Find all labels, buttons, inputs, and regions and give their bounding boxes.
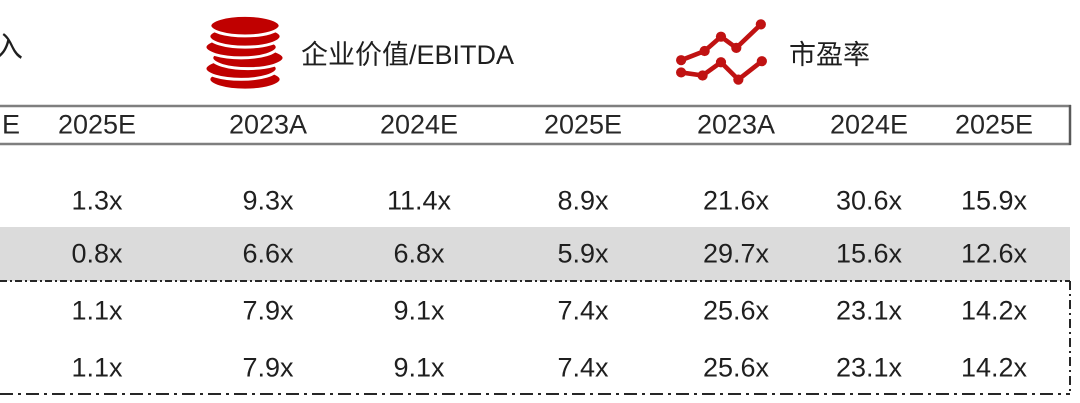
table-cell: 1.1x [71, 352, 123, 382]
column-header-2024e: 2024E [829, 109, 909, 140]
table-cell: 1.3x [71, 185, 123, 215]
table-cell: 15.6x [835, 238, 903, 269]
table-cell: 23.1x [835, 352, 903, 382]
table-cell: 9.1x [393, 352, 445, 382]
table-cell: 6.6x [242, 238, 294, 269]
table-row: 1.1x 7.9x 9.1x 7.4x 25.6x 23.1x 14.2x [0, 281, 1080, 340]
table-cell: 8.9x [557, 185, 609, 215]
table-cell: 30.6x [835, 185, 903, 215]
table-cell: 9.1x [393, 295, 445, 325]
table-cell: 29.7x [702, 238, 770, 269]
table-cell: 14.2x [960, 352, 1028, 382]
table-cell: 7.4x [557, 295, 609, 325]
column-header-2023a: 2023A [228, 109, 308, 140]
legend-ev-ebitda-label: 企业价值/EBITDA [301, 40, 515, 70]
column-header-2024e: 2024E [379, 109, 459, 140]
table-cell: 15.9x [960, 185, 1028, 215]
table-cell: 9.3x [242, 185, 294, 215]
legend-pe-ratio-label: 市盈率 [789, 40, 870, 70]
table-cell: 21.6x [702, 185, 770, 215]
table-cell: 1.1x [71, 295, 123, 325]
table-row: 1.3x 9.3x 11.4x 8.9x 21.6x 30.6x 15.9x [0, 174, 1080, 227]
table-cell: 6.8x [393, 238, 445, 269]
table-cell: 7.9x [242, 295, 294, 325]
table-cell: 0.8x [71, 238, 123, 269]
table-cell: 25.6x [702, 352, 770, 382]
table-row: 1.1x 7.9x 9.1x 7.4x 25.6x 23.1x 14.2x [0, 340, 1080, 395]
table-row-highlighted: 0.8x 6.6x 6.8x 5.9x 29.7x 15.6x 12.6x [0, 227, 1070, 281]
column-header-2023a: 2023A [696, 109, 776, 140]
table-cell: 14.2x [960, 295, 1028, 325]
table-cell: 11.4x [386, 185, 452, 215]
legend-revenue-partial-label: 入 [0, 32, 24, 64]
table-cell: 25.6x [702, 295, 770, 325]
table-cell: 23.1x [835, 295, 903, 325]
coins-icon [203, 13, 286, 92]
column-header-2025e: 2025E [57, 109, 137, 140]
column-header-2025e: 2025E [954, 109, 1034, 140]
table-cell: 7.9x [242, 352, 294, 382]
table-cell: 5.9x [557, 238, 609, 269]
column-header-2025e: 2025E [543, 109, 623, 140]
column-header-partial: E [2, 109, 21, 140]
line-chart-icon [676, 19, 767, 85]
table-cell: 12.6x [960, 238, 1028, 269]
table-cell: 7.4x [557, 352, 609, 382]
table-header-row: E 2025E 2023A 2024E 2025E 2023A 2024E 20… [0, 105, 1080, 145]
